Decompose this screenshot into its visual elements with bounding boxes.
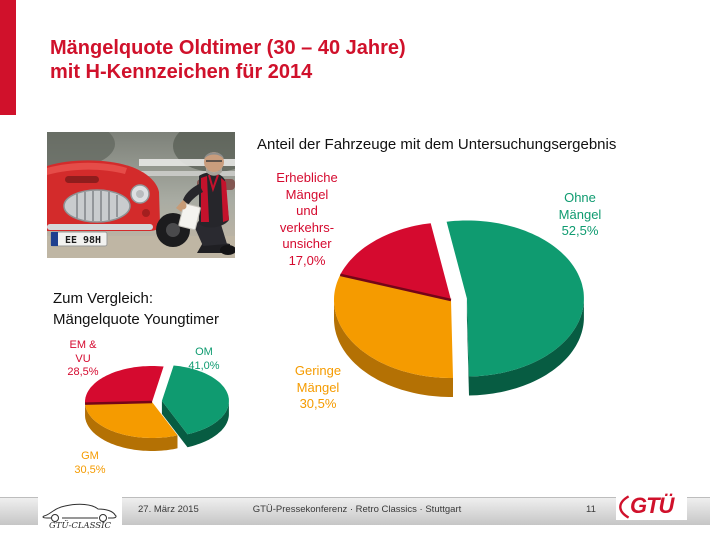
inspector-shoe (220, 245, 236, 255)
red-vest-panel (201, 176, 209, 222)
gray-beard (206, 167, 222, 176)
label-line: 30,5% (299, 396, 337, 411)
label-line: Geringe (294, 363, 342, 378)
label-line: GM (81, 450, 99, 462)
chart-subtitle: Anteil der Fahrzeuge mit dem Untersuchun… (257, 136, 617, 153)
footer-date: 27. März 2015 (138, 504, 199, 515)
comparison-line-1: Zum Vergleich: (53, 290, 154, 307)
label-line: unsicher (282, 236, 332, 251)
label-line: Ohne (564, 190, 596, 205)
label-line: 17,0% (288, 252, 326, 268)
label-line: Mängel (296, 379, 340, 395)
label-line: EM & (69, 339, 97, 351)
clipboard (178, 203, 201, 231)
car-wheel-icon (51, 514, 59, 522)
car-outline-icon (42, 503, 117, 519)
label-line: VU (75, 352, 91, 365)
inspector-head (204, 152, 224, 172)
label-line: verkehrs- (279, 219, 335, 235)
footer-event: GTÜ-Pressekonferenz · Retro Classics · S… (252, 504, 462, 515)
page-number: 11 (586, 504, 596, 515)
slice-label-om: OM 41,0% (169, 346, 239, 373)
page-title: Mängelquote Oldtimer (30 – 40 Jahre) mit… (50, 36, 406, 84)
red-lanyard (208, 174, 219, 193)
slice-label-geringe-maengel: Geringe Mängel 30,5% (273, 363, 363, 413)
comparison-heading: Zum Vergleich: Mängelquote Youngtimer (53, 288, 219, 330)
arc-stroke (619, 495, 630, 519)
label-line: 52,5% (561, 223, 599, 238)
turn-signal (142, 209, 150, 217)
plate-euro-strip (51, 232, 58, 246)
chrome-bumper (47, 224, 153, 230)
label-line: 30,5% (74, 463, 106, 476)
white-rail (139, 171, 235, 176)
classic-car-sketch: GTÜ-CLASSIC (38, 494, 122, 533)
slice-label-erhebliche-maengel: Erhebliche Mängel und verkehrs- unsicher… (262, 170, 352, 269)
license-plate: EE 98H (50, 231, 108, 247)
label-line: OM (195, 346, 213, 358)
label-line: 41,0% (188, 359, 220, 372)
slice-label-em-vu: EM & VU 28,5% (48, 339, 118, 380)
label-line: Mängel (558, 206, 602, 222)
classic-car: EE 98H (47, 160, 190, 247)
inspection-photo-graphic: EE 98H (19, 120, 257, 258)
gtue-classic-logo: GTÜ-CLASSIC (38, 494, 122, 533)
chrome-grille (63, 189, 131, 223)
white-rail (139, 159, 235, 166)
car-highlight (47, 162, 127, 175)
label-line: Erhebliche (276, 170, 338, 185)
slice-label-gm: GM 30,5% (55, 450, 125, 477)
label-line: Mängel (285, 186, 329, 202)
gtue-logo-arc-icon (619, 495, 630, 519)
label-line: 28,5% (67, 366, 99, 378)
gtue-logo: GTÜ (616, 494, 687, 520)
comparison-line-2: Mängelquote Youngtimer (53, 311, 219, 328)
inspector-hand (179, 202, 187, 210)
car-wheel-icon (99, 514, 107, 522)
label-line: und (296, 203, 318, 218)
headlight-center (136, 190, 144, 198)
inspection-photo: EE 98H (19, 120, 257, 258)
slice-label-ohne-maengel: Ohne Mängel 52,5% (535, 190, 625, 240)
logo-background (38, 494, 122, 533)
title-line-2: mit H-Kennzeichen für 2014 (50, 61, 313, 83)
plate-text: EE 98H (65, 235, 101, 246)
wheel-hub (166, 223, 180, 237)
title-line-1: Mängelquote Oldtimer (30 – 40 Jahre) (50, 37, 406, 59)
hood-vent (65, 176, 99, 183)
grille-bars (76, 191, 118, 221)
inspector-figure (176, 152, 236, 255)
gtue-logo-text: GTÜ (630, 493, 674, 518)
inspector-arm (183, 184, 203, 205)
gray-hair (204, 152, 224, 159)
accent-bar (0, 0, 16, 115)
classic-logo-text: GTÜ-CLASSIC (49, 519, 111, 531)
red-vest-panel (221, 178, 229, 222)
